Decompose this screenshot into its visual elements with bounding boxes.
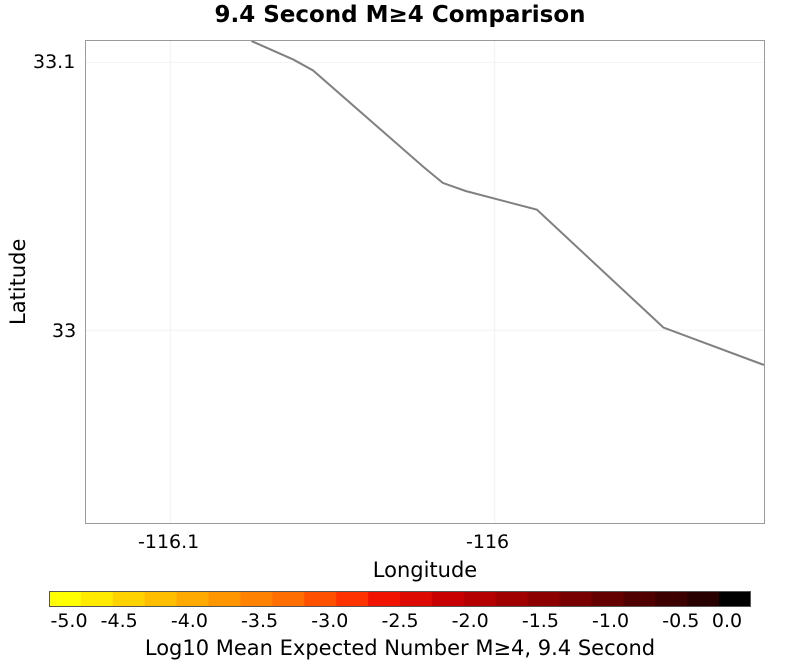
colorbar-swatch [49, 591, 82, 607]
y-tick-33-1: 33.1 [33, 51, 76, 73]
colorbar-swatch [463, 591, 497, 607]
colorbar-tick-label: -4.5 [100, 610, 138, 632]
colorbar-swatch [559, 591, 593, 607]
colorbar-swatch [272, 591, 305, 607]
colorbar-tick-label: -2.5 [381, 610, 419, 632]
colorbar-swatch [687, 591, 720, 607]
x-tick-116-1: -116.1 [138, 531, 200, 553]
colorbar-tick-label: -2.0 [451, 610, 489, 632]
colorbar-swatch [495, 591, 529, 607]
colorbar-tick-label: -5.0 [50, 610, 88, 632]
map-canvas [86, 41, 764, 523]
colorbar-swatch [719, 591, 751, 607]
colorbar-swatch [655, 591, 688, 607]
grid-lines [86, 41, 764, 523]
colorbar-swatch [400, 591, 433, 607]
x-tick-116: -116 [466, 531, 510, 553]
colorbar-swatch [591, 591, 624, 607]
colorbar-swatch [112, 591, 146, 607]
colorbar-tick-label: -0.5 [662, 610, 700, 632]
colorbar-swatch [368, 591, 401, 607]
colorbar-tick-label: -3.0 [311, 610, 349, 632]
colorbar-swatch [176, 591, 210, 607]
colorbar-swatch [527, 591, 561, 607]
colorbar-tick-label: -3.5 [241, 610, 279, 632]
colorbar-swatch [80, 591, 114, 607]
colorbar-swatch [240, 591, 273, 607]
colorbar-swatch [431, 591, 465, 607]
colorbar-label: Log10 Mean Expected Number M≥4, 9.4 Seco… [144, 636, 656, 660]
y-axis-label: Latitude [6, 238, 30, 325]
colorbar-border [49, 591, 751, 607]
map-plot-area [85, 40, 765, 524]
colorbar-tick-label: 0.0 [711, 610, 743, 632]
colorbar-swatch [208, 591, 242, 607]
colorbar-swatch [336, 591, 369, 607]
chart-title: 9.4 Second M≥4 Comparison [214, 2, 586, 28]
colorbar-tick-label: -1.5 [521, 610, 559, 632]
colorbar [49, 591, 751, 607]
y-tick-33: 33 [52, 320, 77, 342]
coastline-line [250, 41, 764, 366]
x-axis-label: Longitude [372, 558, 478, 582]
colorbar-swatch [144, 591, 178, 607]
colorbar-tick-label: -1.0 [592, 610, 630, 632]
colorbar-tick-label: -4.0 [170, 610, 208, 632]
colorbar-swatch [623, 591, 656, 607]
colorbar-swatch [304, 591, 337, 607]
